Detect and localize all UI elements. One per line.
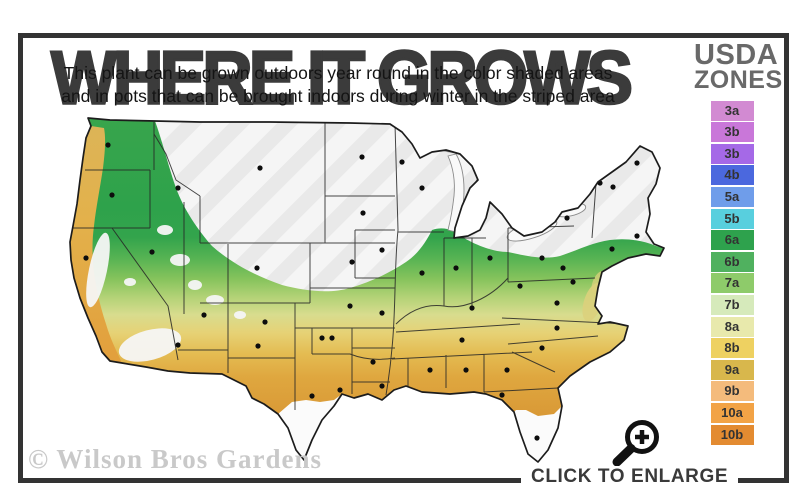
city-dot — [337, 387, 343, 393]
city-dot — [453, 265, 459, 271]
city-dot — [539, 345, 545, 351]
zone-swatch-7a: 7a — [710, 273, 754, 294]
city-dot — [539, 255, 545, 261]
city-dot — [319, 335, 325, 341]
city-dot — [554, 300, 560, 306]
zone-swatch-10a: 10a — [710, 402, 754, 423]
city-dot — [534, 435, 540, 441]
city-dot — [570, 279, 576, 285]
zone-swatch-5b: 5b — [710, 208, 754, 229]
zone-swatch-8a: 8a — [710, 316, 754, 337]
zone-swatch-3b: 3b — [710, 143, 754, 164]
zone-swatch-4b: 4b — [710, 165, 754, 186]
zone-swatch-10b: 10b — [710, 424, 754, 445]
us-map-svg — [69, 117, 665, 463]
city-dot — [419, 270, 425, 276]
city-dot — [109, 192, 115, 198]
city-dot — [149, 249, 155, 255]
city-dot — [634, 233, 640, 239]
city-dot — [379, 383, 385, 389]
city-dot — [175, 342, 181, 348]
city-dot — [359, 154, 365, 160]
zone-swatch-9a: 9a — [710, 359, 754, 380]
city-dot — [309, 393, 315, 399]
zone-swatch-list: 3a 3b 3b 4b 5a 5b 6a 6b 7a 7b 8a 8b 9a 9b 10a 10b — [694, 100, 770, 445]
city-dot — [262, 319, 268, 325]
city-dot — [399, 159, 405, 165]
city-dot — [201, 312, 207, 318]
zone-swatch-7b: 7b — [710, 295, 754, 316]
city-dot — [554, 325, 560, 331]
city-dot — [469, 305, 475, 311]
city-dot — [517, 283, 523, 289]
watermark: © Wilson Bros Gardens — [28, 444, 322, 474]
city-dot — [419, 185, 425, 191]
city-dot — [610, 184, 616, 190]
city-dot — [463, 367, 469, 373]
zone-swatch-6a: 6a — [710, 230, 754, 251]
city-dot — [564, 215, 570, 221]
zone-swatch-6b: 6b — [710, 251, 754, 272]
city-dot — [499, 392, 505, 398]
city-dot — [379, 247, 385, 253]
usda-zones-legend: USDA ZONES 3a 3b 3b 4b 5a 5b 6a 6b 7a 7b 8a 8b 9a 9b 1… — [694, 39, 783, 446]
legend-title-line2: ZONES — [694, 65, 783, 94]
state-borders — [72, 122, 629, 410]
dry-white-patches — [86, 225, 246, 362]
city-dot — [347, 303, 353, 309]
magnifier-zoom-icon[interactable] — [606, 412, 666, 472]
zone-swatch-5a: 5a — [710, 187, 754, 208]
click-to-enlarge-button[interactable]: CLICK TO ENLARGE — [521, 466, 739, 488]
page-title: WHERE IT GROWS — [49, 37, 634, 121]
city-dot — [329, 335, 335, 341]
city-dot — [427, 367, 433, 373]
zone-swatch-3b: 3b — [710, 122, 754, 143]
subtitle: This plant can be grown outdoors year ro… — [38, 62, 638, 108]
zone-swatch-3a: 3a — [710, 100, 754, 121]
us-zone-map — [50, 110, 700, 475]
subtitle-line-1: This plant can be grown outdoors year ro… — [63, 63, 613, 83]
city-dot — [255, 343, 261, 349]
city-dot — [634, 160, 640, 166]
city-dot — [254, 265, 260, 271]
legend-title: USDA ZONES — [694, 39, 783, 94]
us-outline — [69, 117, 665, 463]
legend-title-line1: USDA — [694, 39, 779, 71]
city-dot — [175, 185, 181, 191]
city-dot — [560, 265, 566, 271]
subtitle-line-2: and in pots that can be brought indoors … — [61, 86, 615, 107]
city-dot — [609, 246, 615, 252]
city-dot — [504, 367, 510, 373]
city-dot — [83, 255, 89, 261]
city-dot — [105, 142, 111, 148]
city-dot — [360, 210, 366, 216]
city-dot — [349, 259, 355, 265]
image-border-frame — [18, 33, 789, 483]
zone-swatch-9b: 9b — [710, 381, 754, 402]
city-dot — [487, 255, 493, 261]
color-shaded-grow-region — [70, 118, 664, 416]
city-dots — [83, 142, 640, 441]
city-dot — [379, 310, 385, 316]
zone-swatch-8b: 8b — [710, 338, 754, 359]
city-dot — [257, 165, 263, 171]
city-dot — [459, 337, 465, 343]
city-dot — [370, 359, 376, 365]
